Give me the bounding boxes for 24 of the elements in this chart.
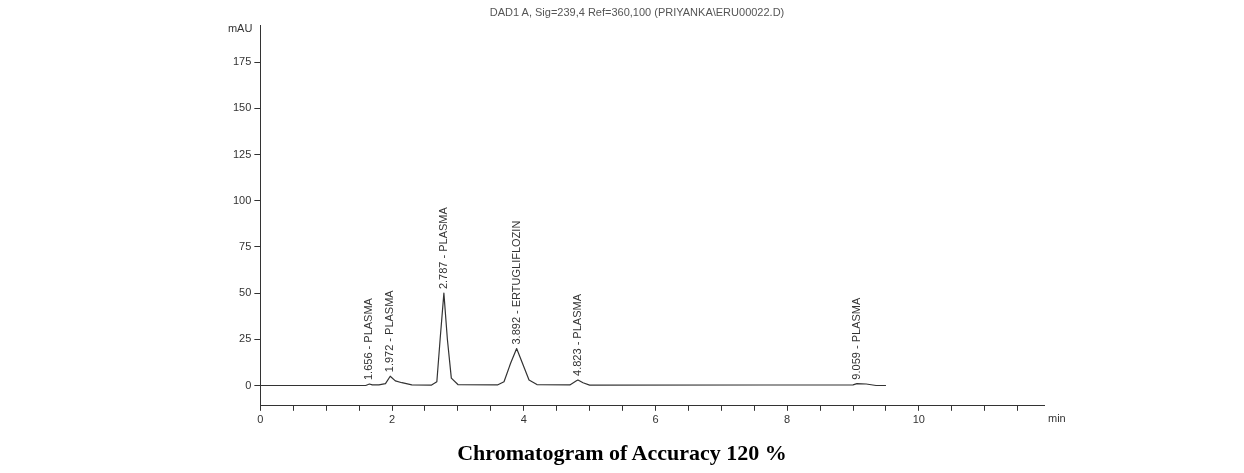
annotation: 3.892 - ERTUGLIFLOZIN (509, 220, 522, 345)
y-tick-label: 25 (239, 332, 252, 345)
x-tick-label: 4 (520, 413, 527, 426)
chart-title: DAD1 A, Sig=239,4 Ref=360,100 (PRIYANKA\ERU00022.D) (489, 5, 785, 18)
x-tick-label: 0 (257, 413, 264, 426)
y-tick-label: 100 (232, 193, 252, 206)
annotation: 2.787 - PLASMA (436, 206, 449, 290)
y-tick-label: 0 (245, 378, 252, 391)
x-tick-label: 6 (652, 413, 659, 426)
annotation: 1.656 - PLASMA (362, 297, 375, 380)
x-tick-label: 8 (784, 413, 791, 426)
x-tick-label: 10 (912, 413, 925, 426)
annotation: 4.823 - PLASMA (570, 293, 583, 376)
x-tick-label: 2 (389, 413, 396, 426)
y-tick-label: 175 (232, 55, 252, 68)
y-tick-label: 150 (232, 101, 252, 114)
y-axis-title: mAU (227, 22, 253, 35)
y-tick-label: 75 (239, 239, 252, 252)
annotation: 1.972 - PLASMA (383, 289, 396, 373)
y-tick-label: 125 (232, 147, 252, 160)
annotation: 9.059 - PLASMA (849, 297, 862, 380)
y-tick-label: 50 (239, 286, 252, 299)
text: Chromatogram of Accuracy 120 % (456, 440, 788, 466)
x-axis-title: min (1048, 412, 1066, 425)
